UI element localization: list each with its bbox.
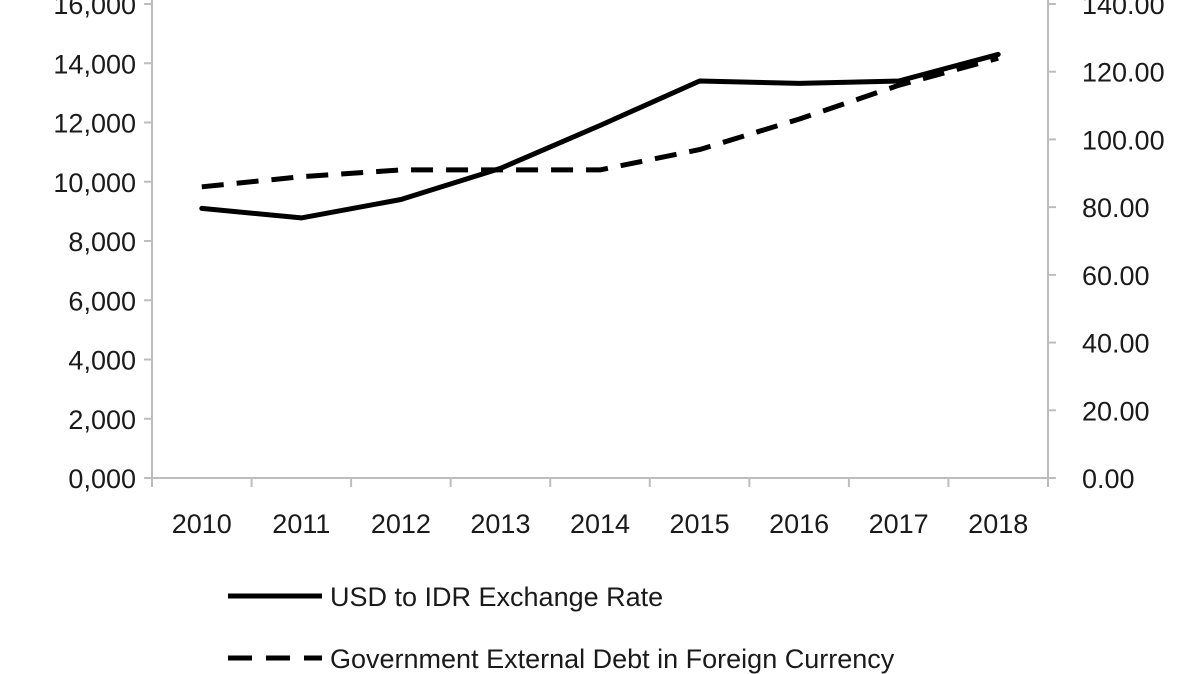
debt-series-line — [201, 55, 999, 190]
axes — [151, 0, 1049, 479]
exchange-rate-series-line — [199, 51, 1001, 221]
x-axis: 2010 2011 2012 2013 2014 2015 2016 2017 2018 — [151, 478, 1049, 539]
left-tick-label: 16,000 — [53, 0, 136, 20]
x-tick-label: 2017 — [869, 509, 929, 539]
left-tick-label: 10,000 — [53, 168, 136, 198]
left-tick-label: 6,000 — [68, 286, 136, 316]
legend-label: USD to IDR Exchange Rate — [330, 582, 663, 612]
x-tick-label: 2014 — [570, 509, 630, 539]
x-tick-label: 2015 — [670, 509, 730, 539]
right-tick-label: 60.00 — [1082, 261, 1150, 291]
left-tick-label: 4,000 — [68, 346, 136, 376]
x-tick-label: 2011 — [272, 509, 330, 539]
right-tick-label: 40.00 — [1082, 329, 1150, 359]
left-y-axis: 0,000 2,000 4,000 6,000 8,000 10,000 12,000 14,… — [53, 0, 152, 494]
right-tick-label: 120.00 — [1082, 58, 1165, 88]
right-tick-label: 100.00 — [1082, 125, 1165, 155]
left-tick-label: 12,000 — [53, 109, 136, 139]
legend-label: Government External Debt in Foreign Curr… — [330, 644, 895, 674]
left-tick-label: 8,000 — [68, 227, 136, 257]
x-tick-label: 2012 — [371, 509, 431, 539]
right-tick-label: 80.00 — [1082, 193, 1150, 223]
x-tick-label: 2010 — [172, 509, 232, 539]
right-tick-label: 140.00 — [1082, 0, 1165, 20]
x-tick-label: 2018 — [968, 509, 1028, 539]
left-tick-label: 0,000 — [68, 464, 136, 494]
x-tick-label: 2016 — [769, 509, 829, 539]
series-layer — [199, 51, 1001, 221]
left-tick-label: 2,000 — [68, 405, 136, 435]
right-tick-label: 20.00 — [1082, 396, 1150, 426]
left-tick-label: 14,000 — [53, 49, 136, 79]
right-tick-label: 0.00 — [1082, 464, 1135, 494]
x-tick-label: 2013 — [470, 509, 530, 539]
legend: USD to IDR Exchange Rate Government Exter… — [228, 582, 895, 674]
right-y-axis: 0.00 20.00 40.00 60.00 80.00 100.00 120.00 140.… — [1048, 0, 1165, 494]
